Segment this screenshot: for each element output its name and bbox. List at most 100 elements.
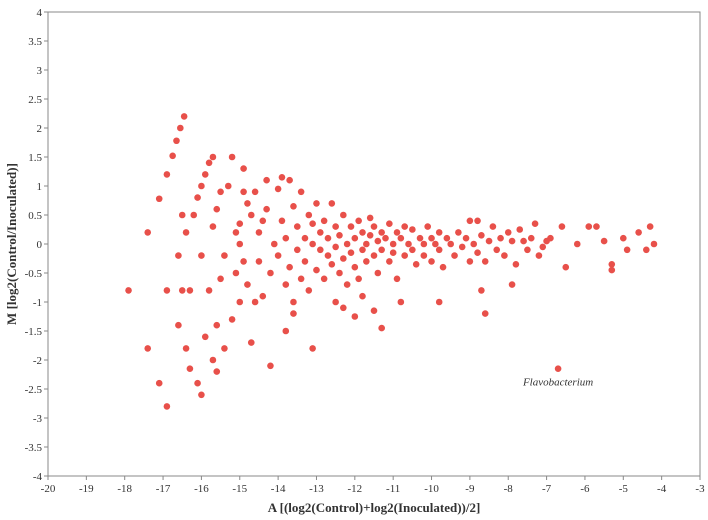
point xyxy=(531,220,539,227)
x-tick-label: -13 xyxy=(309,483,324,495)
point xyxy=(175,252,182,259)
point xyxy=(378,324,385,332)
point xyxy=(228,316,236,323)
point xyxy=(370,307,378,315)
point xyxy=(635,229,642,236)
y-tick-label: 0 xyxy=(37,239,43,251)
point xyxy=(646,223,654,230)
point xyxy=(650,240,658,248)
y-tick-label: -1 xyxy=(33,297,42,309)
point xyxy=(240,258,247,265)
point xyxy=(332,243,339,251)
y-tick-label: 2.5 xyxy=(28,94,42,106)
point xyxy=(317,229,324,236)
point xyxy=(297,188,305,196)
x-tick-label: -19 xyxy=(79,483,94,495)
point xyxy=(481,258,489,265)
point xyxy=(251,188,259,196)
point xyxy=(247,211,255,219)
plot-frame xyxy=(47,11,701,477)
point xyxy=(351,313,359,320)
point xyxy=(336,232,343,239)
point xyxy=(313,266,320,274)
point xyxy=(320,275,328,283)
point xyxy=(236,240,244,248)
point xyxy=(363,258,370,265)
point xyxy=(301,258,309,265)
point xyxy=(386,258,393,265)
point xyxy=(201,333,209,341)
point xyxy=(282,327,290,335)
point xyxy=(558,223,566,230)
point xyxy=(236,298,244,306)
point xyxy=(370,223,378,230)
point xyxy=(497,234,504,242)
point xyxy=(508,281,516,288)
point xyxy=(435,298,443,306)
point xyxy=(209,356,217,364)
point xyxy=(205,287,213,294)
point xyxy=(535,252,543,259)
point xyxy=(401,252,408,259)
point xyxy=(489,223,497,230)
point xyxy=(501,252,508,259)
point xyxy=(286,263,293,271)
point xyxy=(228,153,236,161)
point xyxy=(125,287,132,294)
point xyxy=(562,263,570,271)
point xyxy=(305,211,313,219)
point xyxy=(405,240,412,248)
y-tick-label: -2.5 xyxy=(25,384,43,396)
point xyxy=(317,246,324,254)
point xyxy=(309,220,316,227)
point xyxy=(359,246,366,254)
point xyxy=(194,194,201,201)
point xyxy=(332,223,339,230)
x-tick-label: -20 xyxy=(41,483,56,495)
point xyxy=(313,200,320,207)
point xyxy=(182,345,190,352)
point xyxy=(366,214,374,222)
point xyxy=(374,269,382,277)
y-tick-label: 1 xyxy=(37,181,43,193)
point xyxy=(328,200,336,207)
x-tick-label: -11 xyxy=(386,483,400,495)
point xyxy=(290,310,297,317)
x-tick-label: -12 xyxy=(347,483,362,495)
point xyxy=(244,281,251,288)
x-tick-label: -18 xyxy=(117,483,132,495)
point xyxy=(485,237,493,245)
point xyxy=(198,182,205,190)
y-tick-label: 2 xyxy=(37,123,43,135)
y-tick-label: 0.5 xyxy=(28,210,42,222)
point xyxy=(412,261,420,268)
point xyxy=(340,255,347,262)
point xyxy=(435,246,443,254)
point xyxy=(508,237,516,245)
y-tick-label: 3.5 xyxy=(28,36,42,48)
point xyxy=(221,252,228,259)
x-tick-label: -7 xyxy=(542,483,552,495)
point xyxy=(259,292,267,300)
x-tick-label: -16 xyxy=(194,483,209,495)
point xyxy=(409,226,416,233)
y-tick-label: 4 xyxy=(37,7,43,19)
point xyxy=(366,232,374,239)
point xyxy=(213,368,221,375)
point xyxy=(182,229,190,236)
point xyxy=(255,258,263,265)
point xyxy=(198,252,205,259)
y-tick-label: -2 xyxy=(33,355,42,367)
point xyxy=(293,223,301,230)
point xyxy=(374,237,382,245)
point xyxy=(209,153,217,161)
x-tick-label: -6 xyxy=(580,483,590,495)
point xyxy=(504,229,512,236)
point xyxy=(201,171,209,178)
point xyxy=(224,182,232,190)
point xyxy=(340,211,347,219)
point xyxy=(439,263,447,271)
point xyxy=(623,246,631,254)
point xyxy=(163,403,171,410)
x-axis-label: A [(log2(Control)+log2(Inoculated))/2] xyxy=(268,500,481,515)
